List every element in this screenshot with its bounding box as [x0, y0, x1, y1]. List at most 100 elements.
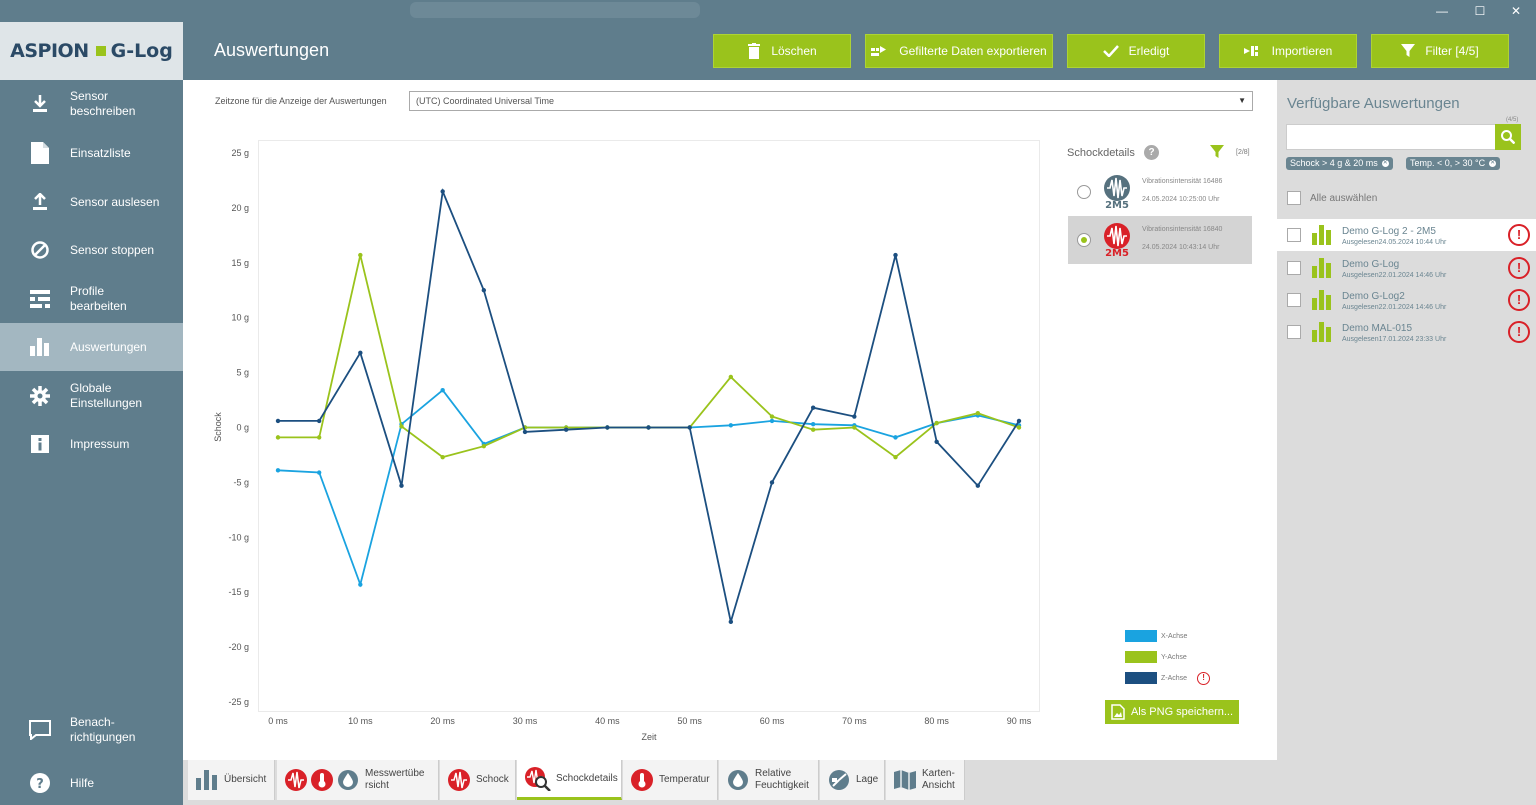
gear-icon [26, 386, 54, 406]
done-button[interactable]: Erledigt [1067, 34, 1205, 68]
funnel-icon [1401, 44, 1416, 57]
close-button[interactable]: ✕ [1510, 4, 1522, 18]
tab-schock[interactable]: Schock [440, 760, 516, 800]
legend-swatch [1125, 651, 1157, 663]
funnel-icon[interactable] [1210, 145, 1224, 159]
sidebar-label: Globale Einstellungen [70, 381, 143, 410]
device-name: Demo G-Log 2 - 2M5 [1342, 226, 1436, 237]
device-checkbox[interactable] [1287, 261, 1301, 275]
sidebar [0, 80, 183, 805]
tab-label: Übersicht [224, 774, 267, 785]
delete-button-label: Löschen [771, 44, 817, 58]
sidebar-label: Profile bearbeiten [70, 284, 127, 313]
device-name: Demo G-Log [1342, 259, 1400, 270]
search-input[interactable] [1286, 124, 1496, 150]
save-png-button[interactable]: Als PNG speichern... [1105, 700, 1239, 724]
legend-item-x: X-Achse [1125, 630, 1187, 642]
device-item[interactable]: Demo G-Log 2 - 2M5 Ausgelesen24.05.2024 … [1277, 219, 1536, 251]
shock-radio[interactable] [1077, 233, 1091, 247]
tab-lage[interactable]: Lage [820, 760, 885, 800]
tab-label: Schockdetails [556, 772, 618, 784]
vibration-2m5-icon: 2M5 [1104, 223, 1130, 258]
sidebar-item-auswertungen[interactable]: Auswertungen [0, 323, 183, 371]
shock-time: 24.05.2024 10:25:00 Uhr [1142, 196, 1220, 203]
tab-label: Karten- Ansicht [922, 768, 955, 791]
app-logo: ASPION G-Log [0, 22, 183, 80]
humidity-icon [728, 770, 748, 790]
device-item[interactable]: Demo G-Log2 Ausgelesen22.01.2024 14:46 U… [1277, 284, 1536, 316]
evaluations-count: (4/5) [1506, 117, 1519, 123]
filter-chip-temp[interactable]: Temp. < 0, > 30 °C ✕ [1406, 157, 1501, 170]
humidity-icon [338, 770, 358, 790]
sidebar-item-impressum[interactable]: Impressum [0, 420, 183, 468]
tab-karten-ansicht[interactable]: Karten- Ansicht [886, 760, 965, 800]
delete-button[interactable]: Löschen [713, 34, 851, 68]
device-checkbox[interactable] [1287, 325, 1301, 339]
tab-schockdetails[interactable]: Schockdetails [517, 760, 622, 800]
chip-label: Temp. < 0, > 30 °C [1410, 158, 1486, 168]
sidebar-item-notifications[interactable]: Benach- richtigungen [0, 706, 183, 754]
logo-square-icon [95, 46, 106, 56]
sidebar-item-globale-einstellungen[interactable]: Globale Einstellungen [0, 372, 183, 420]
device-name: Demo MAL-015 [1342, 323, 1413, 334]
import-button[interactable]: Importieren [1219, 34, 1357, 68]
sidebar-item-einsatzliste[interactable]: Einsatzliste [0, 129, 183, 177]
select-all-checkbox[interactable] [1287, 191, 1301, 205]
tab-relative-feuchtigkeit[interactable]: Relative Feuchtigkeit [719, 760, 819, 800]
bar-chart-icon [196, 770, 217, 790]
device-read-time: Ausgelesen22.01.2024 14:46 Uhr [1342, 272, 1447, 279]
sidebar-item-sensor-auslesen[interactable]: Sensor auslesen [0, 178, 183, 226]
device-item[interactable]: Demo MAL-015 Ausgelesen17.01.2024 23:33 … [1277, 316, 1536, 348]
shock-item[interactable]: 2M5 Vibrationsintensität 16486 24.05.202… [1068, 168, 1252, 216]
shock-badge: 2M5 [1105, 248, 1129, 258]
chip-remove-icon[interactable]: ✕ [1381, 160, 1389, 167]
sidebar-item-sensor-beschreiben[interactable]: Sensor beschreiben [0, 80, 183, 128]
document-icon [26, 142, 54, 164]
sidebar-item-help[interactable]: ? Hilfe [0, 759, 183, 805]
tab-label: Lage [856, 774, 879, 785]
device-read-time: Ausgelesen24.05.2024 10:44 Uhr [1342, 239, 1447, 246]
shock-item-selected[interactable]: 2M5 Vibrationsintensität 16840 24.05.202… [1068, 216, 1252, 264]
device-checkbox[interactable] [1287, 228, 1301, 242]
search-icon [1501, 130, 1515, 144]
warning-icon: ! [1508, 289, 1530, 311]
timezone-select[interactable]: (UTC) Coordinated Universal Time ▼ [409, 91, 1253, 111]
tab-label: Temperatur [659, 774, 710, 785]
sidebar-label: Impressum [70, 436, 130, 451]
legend-label: Y-Achse [1161, 653, 1187, 661]
legend-label: Z-Achse [1161, 674, 1188, 682]
bar-chart-icon [1312, 290, 1331, 310]
sidebar-label: Sensor beschreiben [70, 89, 136, 118]
image-file-icon [1111, 704, 1125, 720]
chat-bubble-icon [26, 720, 54, 740]
device-item[interactable]: Demo G-Log Ausgelesen22.01.2024 14:46 Uh… [1277, 252, 1536, 284]
tab-temperatur[interactable]: Temperatur [623, 760, 718, 800]
legend-swatch [1125, 630, 1157, 642]
device-checkbox[interactable] [1287, 293, 1301, 307]
upload-icon [26, 193, 54, 211]
sidebar-label: Auswertungen [70, 339, 147, 354]
profile-icon [26, 290, 54, 308]
help-icon[interactable]: ? [1144, 145, 1159, 160]
vibration-icon [285, 769, 307, 791]
save-png-label: Als PNG speichern... [1130, 706, 1234, 718]
device-name: Demo G-Log2 [1342, 291, 1405, 302]
import-button-label: Importieren [1271, 44, 1333, 58]
sidebar-item-sensor-stoppen[interactable]: Sensor stoppen [0, 226, 183, 274]
legend-swatch [1125, 672, 1157, 684]
export-filtered-button[interactable]: Gefilterte Daten exportieren [865, 34, 1053, 68]
tab-messwertuebersicht[interactable]: Messwertübe rsicht [277, 760, 439, 800]
search-button[interactable] [1495, 124, 1521, 150]
sidebar-item-profile-bearbeiten[interactable]: Profile bearbeiten [0, 275, 183, 323]
thermometer-icon [311, 769, 333, 791]
vibration-search-icon [525, 766, 551, 791]
filter-chip-shock[interactable]: Schock > 4 g & 20 ms ✕ [1286, 157, 1393, 170]
maximize-button[interactable]: ☐ [1474, 4, 1486, 18]
window-title-bar: — ☐ ✕ [0, 0, 1536, 22]
minimize-button[interactable]: — [1436, 4, 1448, 18]
tab-uebersicht[interactable]: Übersicht [188, 760, 275, 800]
shock-radio[interactable] [1077, 185, 1091, 199]
chip-remove-icon[interactable]: ✕ [1489, 160, 1497, 167]
timezone-label: Zeitzone für die Anzeige der Auswertunge… [215, 96, 387, 106]
filter-button[interactable]: Filter [4/5] [1371, 34, 1509, 68]
